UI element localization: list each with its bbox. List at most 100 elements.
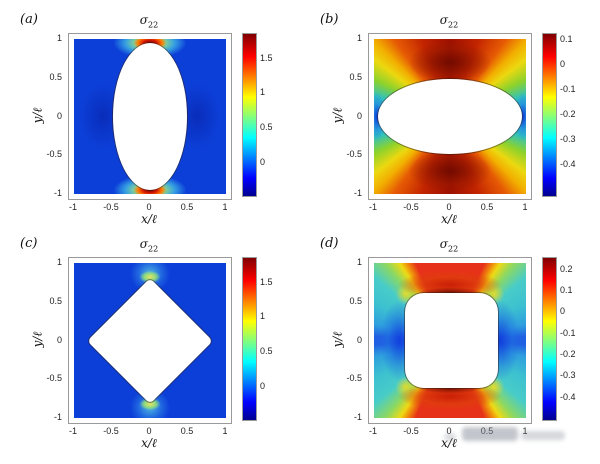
tick-label: 1	[222, 202, 228, 212]
tick-label: -0.4	[560, 159, 576, 169]
tick-label: 0.5	[349, 71, 362, 82]
tick-label: -0.5	[403, 426, 419, 436]
tick-label: 0	[356, 334, 362, 345]
plot-frame	[68, 257, 232, 424]
colorbar-ticks: 1.5 1 0.5 0	[260, 34, 296, 194]
tick-label: 0.5	[260, 346, 273, 357]
tick-label: 1	[522, 202, 528, 212]
tick-label: 0	[560, 59, 566, 69]
plot-frame	[68, 33, 232, 200]
tick-label: -0.3	[560, 134, 576, 144]
tick-label: 0	[446, 426, 452, 436]
tick-label: 1	[356, 257, 362, 267]
tick-label: -0.5	[346, 373, 362, 384]
tick-label: 1.5	[260, 52, 273, 63]
tick-label: -1	[353, 188, 362, 198]
tick-label: 1	[522, 426, 528, 436]
tick-label: 0	[146, 202, 152, 212]
sigma-subscript: 22	[148, 244, 159, 254]
sigma-symbol: σ	[139, 13, 148, 27]
sigma-subscript: 22	[448, 20, 459, 30]
tick-label: 0.2	[560, 263, 573, 274]
x-axis-label: x/ℓ	[441, 212, 457, 226]
tick-label: -1	[368, 202, 378, 212]
sigma-subscript: 22	[148, 20, 159, 30]
sigma-symbol: σ	[139, 237, 148, 251]
tick-label: 1	[356, 33, 362, 43]
colorbar	[242, 33, 257, 197]
x-axis-ticks: -1 -0.5 0 0.5 1	[69, 426, 228, 438]
tick-label: 1.5	[260, 276, 273, 287]
panel-label: (c)	[20, 236, 38, 251]
tick-label: -0.1	[560, 327, 576, 338]
tick-label: 0.5	[480, 426, 494, 436]
panel-label: (b)	[320, 12, 339, 27]
sigma-symbol: σ	[439, 237, 448, 251]
panel-d: (d) σ22 y/ℓ 1 0.5 0 -0.5 -1 -1 -0.5 0 0.5 1 x/ℓ …	[300, 224, 600, 464]
tick-label: 0.5	[480, 202, 494, 212]
hole-horizontal-ellipse	[377, 78, 523, 155]
tick-label: 1	[56, 257, 62, 267]
stress-field	[74, 39, 226, 194]
y-axis-ticks: 1 0.5 0 -0.5 -1	[30, 33, 62, 198]
tick-label: -0.5	[403, 202, 419, 212]
stress-field	[374, 263, 526, 418]
hole-diamond	[87, 277, 213, 404]
colorbar	[242, 257, 257, 421]
tick-label: -1	[68, 426, 78, 436]
tick-label: 0.1	[560, 285, 573, 295]
tick-label: 1	[260, 87, 266, 98]
plot-title: σ22	[68, 13, 230, 29]
tick-label: -1	[353, 412, 362, 422]
tick-label: 0	[356, 110, 362, 121]
tick-label: -1	[53, 412, 62, 422]
plot-frame	[368, 33, 532, 200]
tick-label: -0.5	[346, 149, 362, 160]
tick-label: -0.2	[560, 109, 576, 119]
y-axis-ticks: 1 0.5 0 -0.5 -1	[30, 257, 62, 422]
hole-vertical-ellipse	[112, 42, 188, 191]
tick-label: 1	[56, 33, 62, 43]
tick-label: -1	[368, 426, 378, 436]
plot-frame	[368, 257, 532, 424]
tick-label: 0.5	[180, 426, 194, 436]
panel-a: (a) σ22 y/ℓ 1 0.5 0 -0.5 -1 -1 -0.5 0 0.5 1 x/ℓ …	[0, 0, 300, 232]
tick-label: -0.5	[103, 202, 119, 212]
plot-title: σ22	[368, 13, 530, 29]
tick-label: 0	[446, 202, 452, 212]
tick-label: 0	[260, 157, 266, 167]
tick-label: -1	[68, 202, 78, 212]
x-axis-label: x/ℓ	[141, 212, 157, 226]
colorbar	[542, 33, 557, 197]
tick-label: 0.5	[49, 71, 62, 82]
panel-label: (a)	[20, 12, 38, 27]
tick-label: 0.1	[560, 34, 573, 44]
tick-label: -0.1	[560, 84, 576, 94]
y-axis-ticks: 1 0.5 0 -0.5 -1	[330, 33, 362, 198]
stress-field	[374, 39, 526, 194]
hole-rounded-square	[405, 293, 498, 388]
tick-label: -0.5	[46, 373, 62, 384]
panel-b: (b) σ22 y/ℓ 1 0.5 0 -0.5 -1 -1 -0.5 0 0.5 1 x/ℓ …	[300, 0, 600, 232]
tick-label: -0.4	[560, 391, 576, 402]
tick-label: -0.5	[103, 426, 119, 436]
tick-label: -0.5	[46, 149, 62, 160]
colorbar-ticks: 0.1 0 -0.1 -0.2 -0.3 -0.4	[560, 34, 596, 194]
plot-title: σ22	[68, 237, 230, 253]
tick-label: 0	[560, 306, 566, 317]
x-axis-label: x/ℓ	[441, 436, 457, 450]
sigma-symbol: σ	[439, 13, 448, 27]
stress-field	[74, 263, 226, 418]
plot-title: σ22	[368, 237, 530, 253]
tick-label: 0.5	[49, 295, 62, 306]
sigma-subscript: 22	[448, 244, 459, 254]
x-axis-label: x/ℓ	[141, 436, 157, 450]
y-axis-ticks: 1 0.5 0 -0.5 -1	[330, 257, 362, 422]
tick-label: 0.5	[349, 295, 362, 306]
tick-label: 0	[56, 110, 62, 121]
tick-label: -0.2	[560, 349, 576, 359]
tick-label: 1	[222, 426, 228, 436]
tick-label: 0.5	[180, 202, 194, 212]
colorbar-ticks: 1.5 1 0.5 0	[260, 258, 296, 418]
